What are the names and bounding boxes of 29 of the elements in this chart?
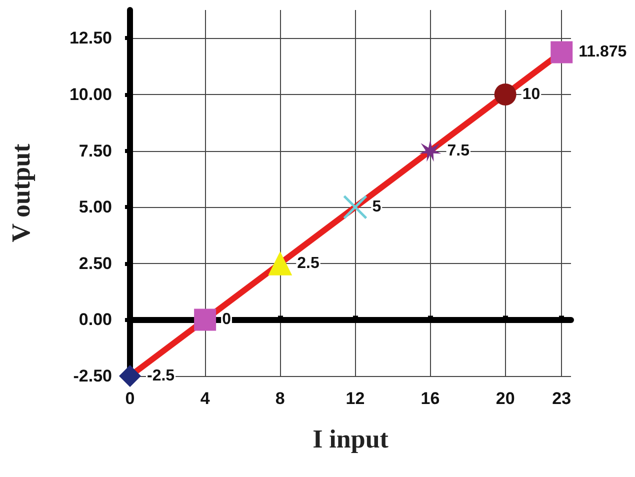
- x-tick-label: 23: [552, 389, 572, 408]
- x-tick-label: 0: [125, 389, 135, 408]
- y-tick-label: 2.50: [78, 254, 112, 273]
- point: [268, 251, 292, 276]
- point: [194, 308, 216, 331]
- point: [494, 83, 516, 106]
- point: [119, 365, 141, 387]
- point: [550, 41, 573, 64]
- data-label: 0: [222, 311, 232, 328]
- x-tick-label: 4: [200, 389, 210, 408]
- data-label: 5: [372, 198, 382, 216]
- data-label: 11.875: [578, 44, 627, 61]
- x-tick-label: 20: [496, 389, 515, 408]
- x-tick-label: 8: [275, 389, 285, 408]
- y-tick-label: 0.00: [78, 310, 112, 330]
- data-label: 10: [522, 86, 540, 103]
- data-label: 2.5: [297, 254, 320, 272]
- y-tick-label: 5.00: [78, 198, 112, 217]
- data-label: -2.5: [147, 368, 175, 384]
- x-tick-label: 16: [420, 389, 440, 408]
- y-tick-label: 12.50: [69, 28, 112, 48]
- x-axis-title: I input: [312, 424, 389, 454]
- y-tick-label: 7.50: [78, 141, 112, 160]
- point: [419, 140, 442, 162]
- y-axis-title: V output: [6, 143, 36, 242]
- y-tick-label: -2.50: [73, 366, 112, 386]
- data-label: 7.5: [447, 142, 470, 160]
- y-tick-label: 10.00: [69, 84, 112, 104]
- x-tick-label: 12: [346, 389, 365, 408]
